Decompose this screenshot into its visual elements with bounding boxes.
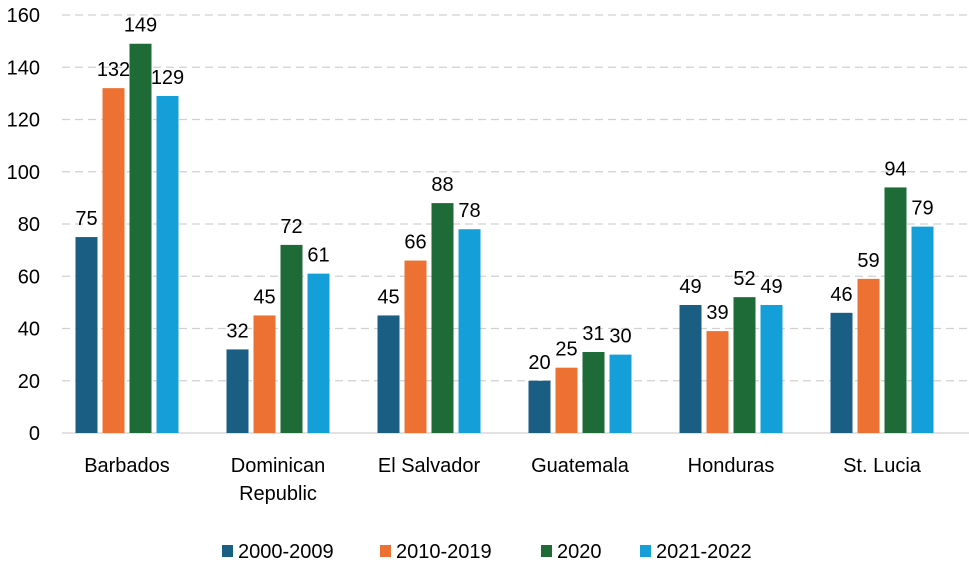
data-label: 66	[404, 232, 426, 254]
bar	[102, 88, 125, 434]
data-label: 25	[555, 339, 577, 361]
bar	[75, 237, 98, 433]
bar	[884, 187, 907, 433]
legend-swatch	[222, 545, 233, 557]
data-label: 45	[377, 286, 399, 308]
bar	[156, 95, 179, 434]
data-label: 129	[151, 67, 184, 89]
x-tick-label: Barbados	[84, 455, 170, 477]
x-tick-label: Dominican	[231, 455, 325, 477]
data-label: 72	[280, 216, 302, 238]
bar	[280, 244, 303, 433]
bar	[129, 43, 152, 434]
bar	[528, 380, 551, 433]
bar	[555, 367, 578, 433]
legend-label: 2010-2019	[396, 541, 492, 563]
bar	[431, 203, 454, 433]
data-label: 31	[582, 323, 604, 345]
y-tick-label: 20	[18, 371, 40, 393]
bar	[458, 229, 481, 433]
data-label: 32	[226, 320, 248, 342]
data-label: 59	[857, 250, 879, 272]
legend-swatch	[541, 545, 552, 557]
x-tick-label: St. Lucia	[843, 455, 922, 477]
bar	[911, 226, 934, 433]
bar	[582, 352, 605, 433]
x-tick-label: Honduras	[688, 455, 775, 477]
bar	[830, 312, 853, 433]
y-tick-label: 80	[18, 214, 40, 236]
data-label: 149	[124, 15, 157, 37]
data-label: 45	[253, 286, 275, 308]
y-tick-label: 40	[18, 319, 40, 341]
bar	[253, 315, 276, 433]
legend-label: 2020	[557, 541, 602, 563]
data-label: 30	[609, 326, 631, 348]
y-tick-label: 0	[29, 423, 40, 445]
legend-swatch	[640, 545, 651, 557]
data-label: 49	[760, 276, 782, 298]
bar	[857, 278, 880, 433]
legend-label: 2000-2009	[238, 541, 334, 563]
data-label: 52	[733, 268, 755, 290]
y-tick-label: 140	[7, 57, 40, 79]
y-tick-label: 100	[7, 162, 40, 184]
data-label: 94	[884, 158, 906, 180]
bar	[404, 260, 427, 433]
x-tick-label: Republic	[239, 483, 317, 505]
data-label: 20	[528, 352, 550, 374]
bar	[679, 304, 702, 433]
data-label: 79	[911, 198, 933, 220]
bar	[377, 315, 400, 433]
x-tick-label: Guatemala	[531, 455, 630, 477]
data-label: 75	[75, 208, 97, 230]
legend-swatch	[380, 545, 391, 557]
x-tick-label: El Salvador	[378, 455, 481, 477]
data-label: 49	[679, 276, 701, 298]
bar	[706, 331, 729, 433]
data-label: 88	[431, 174, 453, 196]
legend-label: 2021-2022	[656, 541, 752, 563]
bar	[307, 273, 330, 433]
data-label: 46	[830, 284, 852, 306]
bar	[609, 354, 632, 433]
bar	[226, 349, 249, 433]
data-label: 132	[97, 59, 130, 81]
data-label: 61	[307, 245, 329, 267]
data-label: 39	[706, 302, 728, 324]
y-tick-label: 120	[7, 110, 40, 132]
data-label: 78	[458, 200, 480, 222]
bar	[733, 297, 756, 433]
bar	[760, 304, 783, 433]
y-tick-label: 160	[7, 5, 40, 27]
y-tick-label: 60	[18, 266, 40, 288]
